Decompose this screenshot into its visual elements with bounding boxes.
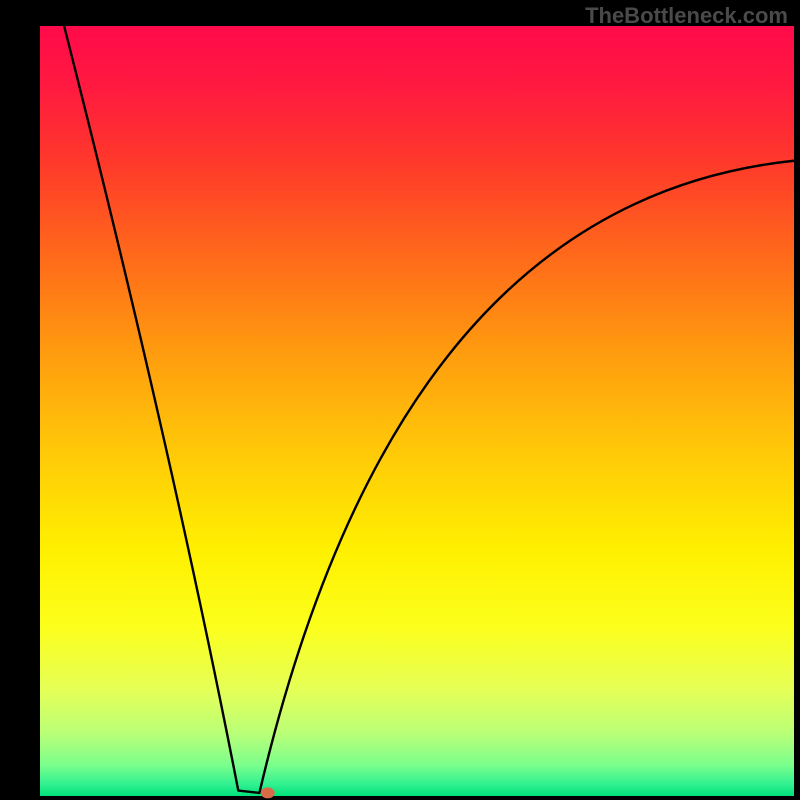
watermark-text: TheBottleneck.com xyxy=(585,3,788,29)
chart-container: TheBottleneck.com xyxy=(0,0,800,800)
plot-area xyxy=(40,26,794,796)
watermark-label: TheBottleneck.com xyxy=(585,3,788,28)
